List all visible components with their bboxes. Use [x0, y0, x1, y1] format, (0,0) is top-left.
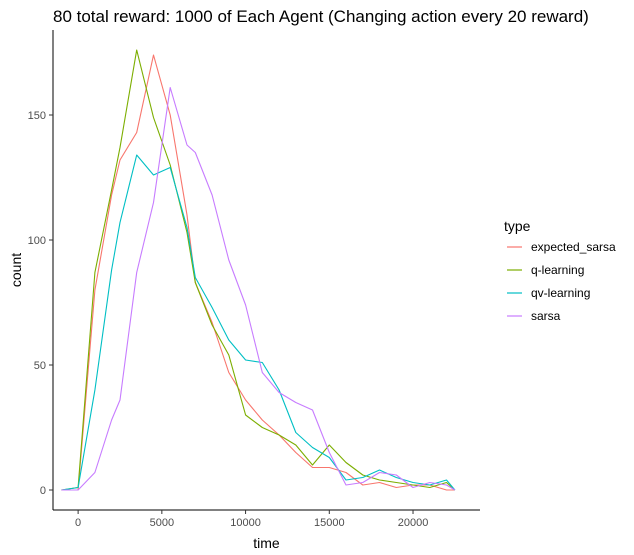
legend-items: expected_sarsa q-learning qv-learning sarsa: [507, 240, 616, 323]
x-tick-label: 10000: [230, 517, 261, 529]
chart-title: 80 total reward: 1000 of Each Agent (Cha…: [53, 7, 589, 26]
y-tick-label: 150: [28, 110, 46, 122]
legend-label-qv-learning: qv-learning: [531, 286, 590, 300]
series-line-q-learning: [61, 49, 456, 491]
plot-area: 0 5000 10000 15000 20000 0 50 100 150: [28, 30, 480, 529]
x-tick-label: 5000: [150, 517, 174, 529]
legend-title: type: [504, 218, 531, 234]
x-axis-title: time: [253, 535, 280, 551]
legend-label-sarsa: sarsa: [531, 309, 561, 323]
legend-label-q-learning: q-learning: [531, 263, 584, 277]
y-tick-label: 50: [34, 360, 46, 372]
x-axis-ticks: 0 5000 10000 15000 20000: [75, 510, 428, 529]
x-tick-label: 20000: [398, 517, 429, 529]
series-line-sarsa: [61, 86, 456, 491]
series-line-qv-learning: [61, 154, 456, 491]
x-tick-label: 0: [75, 517, 81, 529]
legend-label-expected_sarsa: expected_sarsa: [531, 240, 616, 254]
y-tick-label: 100: [28, 235, 46, 247]
y-axis-title: count: [8, 253, 24, 287]
series-lines: [61, 49, 456, 491]
series-line-expected_sarsa: [61, 54, 455, 491]
legend: type expected_sarsa q-learning qv-learning…: [504, 218, 616, 323]
x-tick-label: 15000: [314, 517, 345, 529]
y-axis-ticks: 0 50 100 150: [28, 110, 53, 497]
y-tick-label: 0: [40, 485, 46, 497]
